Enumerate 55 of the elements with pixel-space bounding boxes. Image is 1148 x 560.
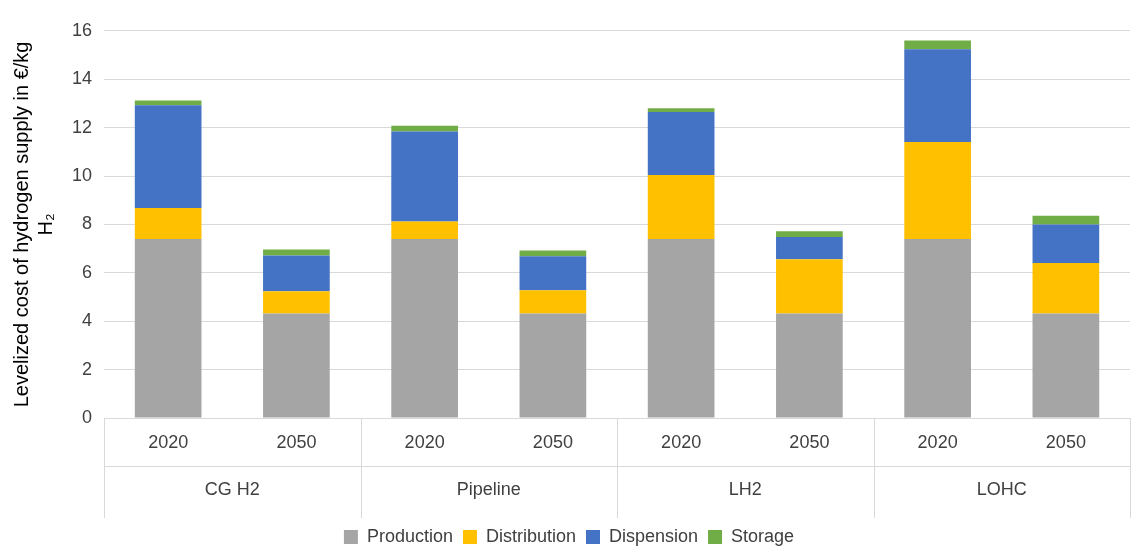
- bar: [134, 207, 202, 239]
- bar: [776, 236, 843, 260]
- bar: [391, 131, 458, 222]
- x-tick-label: 2020: [661, 431, 702, 452]
- x-tick-label: 2050: [532, 431, 573, 452]
- bar: [134, 100, 202, 106]
- bar: [647, 238, 715, 418]
- bar: [1032, 215, 1100, 225]
- bar: [263, 313, 330, 418]
- bar: [776, 313, 843, 418]
- y-tick-label: 12: [71, 116, 93, 137]
- text: CG H2: [204, 478, 260, 499]
- bar: [904, 49, 971, 143]
- bar: [134, 238, 202, 418]
- bar: [904, 40, 971, 50]
- bar: [391, 221, 458, 239]
- bar: [519, 313, 587, 418]
- x-tick-label: 2020: [148, 431, 189, 452]
- bar: [263, 291, 330, 314]
- y-tick-label: 10: [71, 164, 93, 185]
- bar: [263, 255, 330, 292]
- y-tick-label: 0: [82, 406, 93, 427]
- x-tick-label: 2020: [404, 431, 445, 452]
- bar: [1032, 224, 1100, 264]
- bar: [519, 290, 587, 314]
- text: Pipeline: [456, 478, 521, 499]
- bar: [904, 142, 971, 239]
- legend-label: Dispension: [609, 525, 699, 546]
- bar: [904, 238, 971, 418]
- legend-label: Distribution: [485, 525, 577, 546]
- text: LOHC: [976, 478, 1027, 499]
- text: LH2: [728, 478, 762, 499]
- bar: [647, 175, 715, 239]
- bar: [776, 231, 843, 237]
- y-tick-label: 2: [82, 358, 93, 379]
- y-axis-title: Levelized cost of hydrogen supply in €/kg H₂: [9, 41, 56, 408]
- legend-label: Storage: [731, 525, 795, 546]
- bar: [1032, 313, 1100, 418]
- legend-label: Production: [366, 525, 453, 546]
- bar: [647, 112, 715, 176]
- y-tick-label: 4: [82, 310, 93, 331]
- y-tick-label: 14: [71, 68, 93, 89]
- x-tick-label: 2020: [917, 431, 958, 452]
- bar: [1032, 263, 1100, 314]
- y-tick-label: 16: [71, 19, 93, 40]
- x-tick-label: 2050: [276, 431, 317, 452]
- y-tick-label: 6: [82, 261, 93, 282]
- x-tick-label: 2050: [1045, 431, 1086, 452]
- bar: [519, 256, 587, 291]
- bar: [391, 238, 458, 418]
- bar: [134, 105, 202, 208]
- y-tick-label: 8: [82, 213, 93, 234]
- bar: [647, 108, 715, 113]
- bar: [776, 259, 843, 314]
- x-tick-label: 2050: [789, 431, 830, 452]
